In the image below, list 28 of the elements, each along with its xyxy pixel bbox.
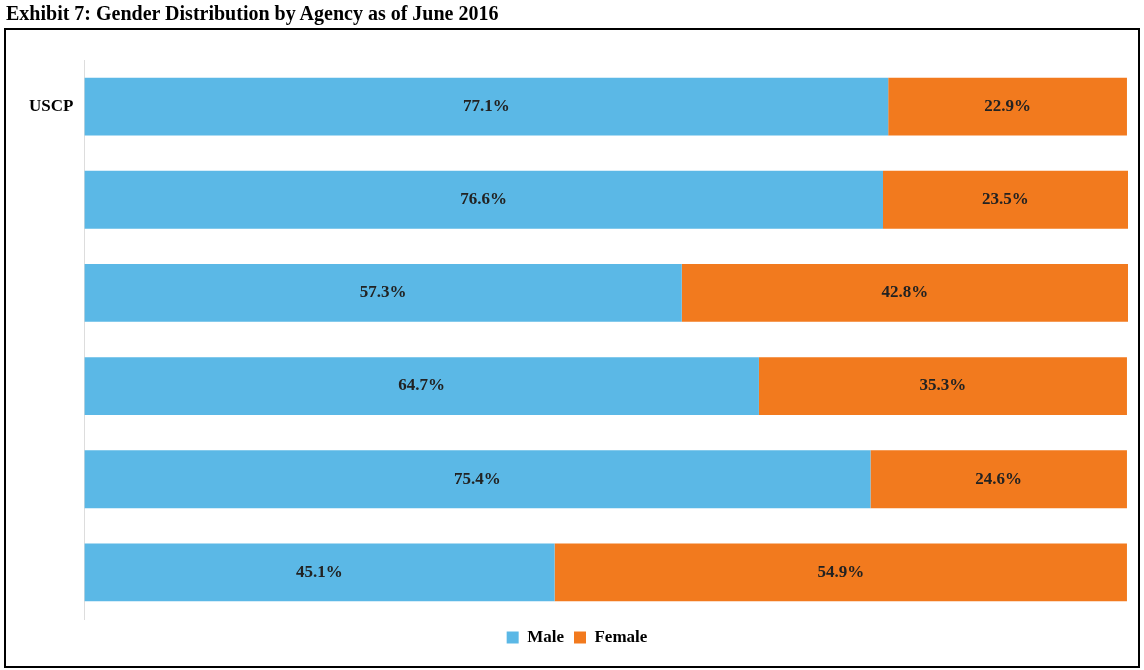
chart-title: Exhibit 7: Gender Distribution by Agency as of June 2016 [5, 1, 500, 27]
bar [84, 170, 883, 229]
bar [84, 357, 759, 415]
data-label: 42.8% [881, 282, 929, 302]
data-label: 35.3% [919, 375, 967, 395]
bar [84, 77, 889, 136]
data-label: 76.6% [460, 189, 508, 209]
bar [870, 450, 1127, 509]
bar [758, 357, 1127, 415]
data-label: 77.1% [462, 95, 510, 115]
legend-label: Male [527, 626, 565, 646]
data-label: 75.4% [454, 468, 501, 488]
data-label: 57.3% [359, 282, 407, 302]
bar [84, 264, 682, 322]
bar [883, 170, 1128, 229]
data-label: 22.9% [984, 95, 1031, 115]
data-label: 64.7% [398, 375, 446, 395]
bar [681, 264, 1128, 322]
bar [84, 543, 555, 602]
data-label: 23.5% [982, 189, 1029, 209]
data-label: 45.1% [296, 561, 343, 581]
y-tick-label: USCP [28, 95, 74, 115]
bar [84, 450, 871, 509]
bar [554, 543, 1127, 602]
bar [888, 77, 1127, 136]
data-label: 24.6% [975, 468, 1023, 488]
legend-label: Female [594, 626, 648, 646]
data-label: 54.9% [817, 561, 865, 581]
